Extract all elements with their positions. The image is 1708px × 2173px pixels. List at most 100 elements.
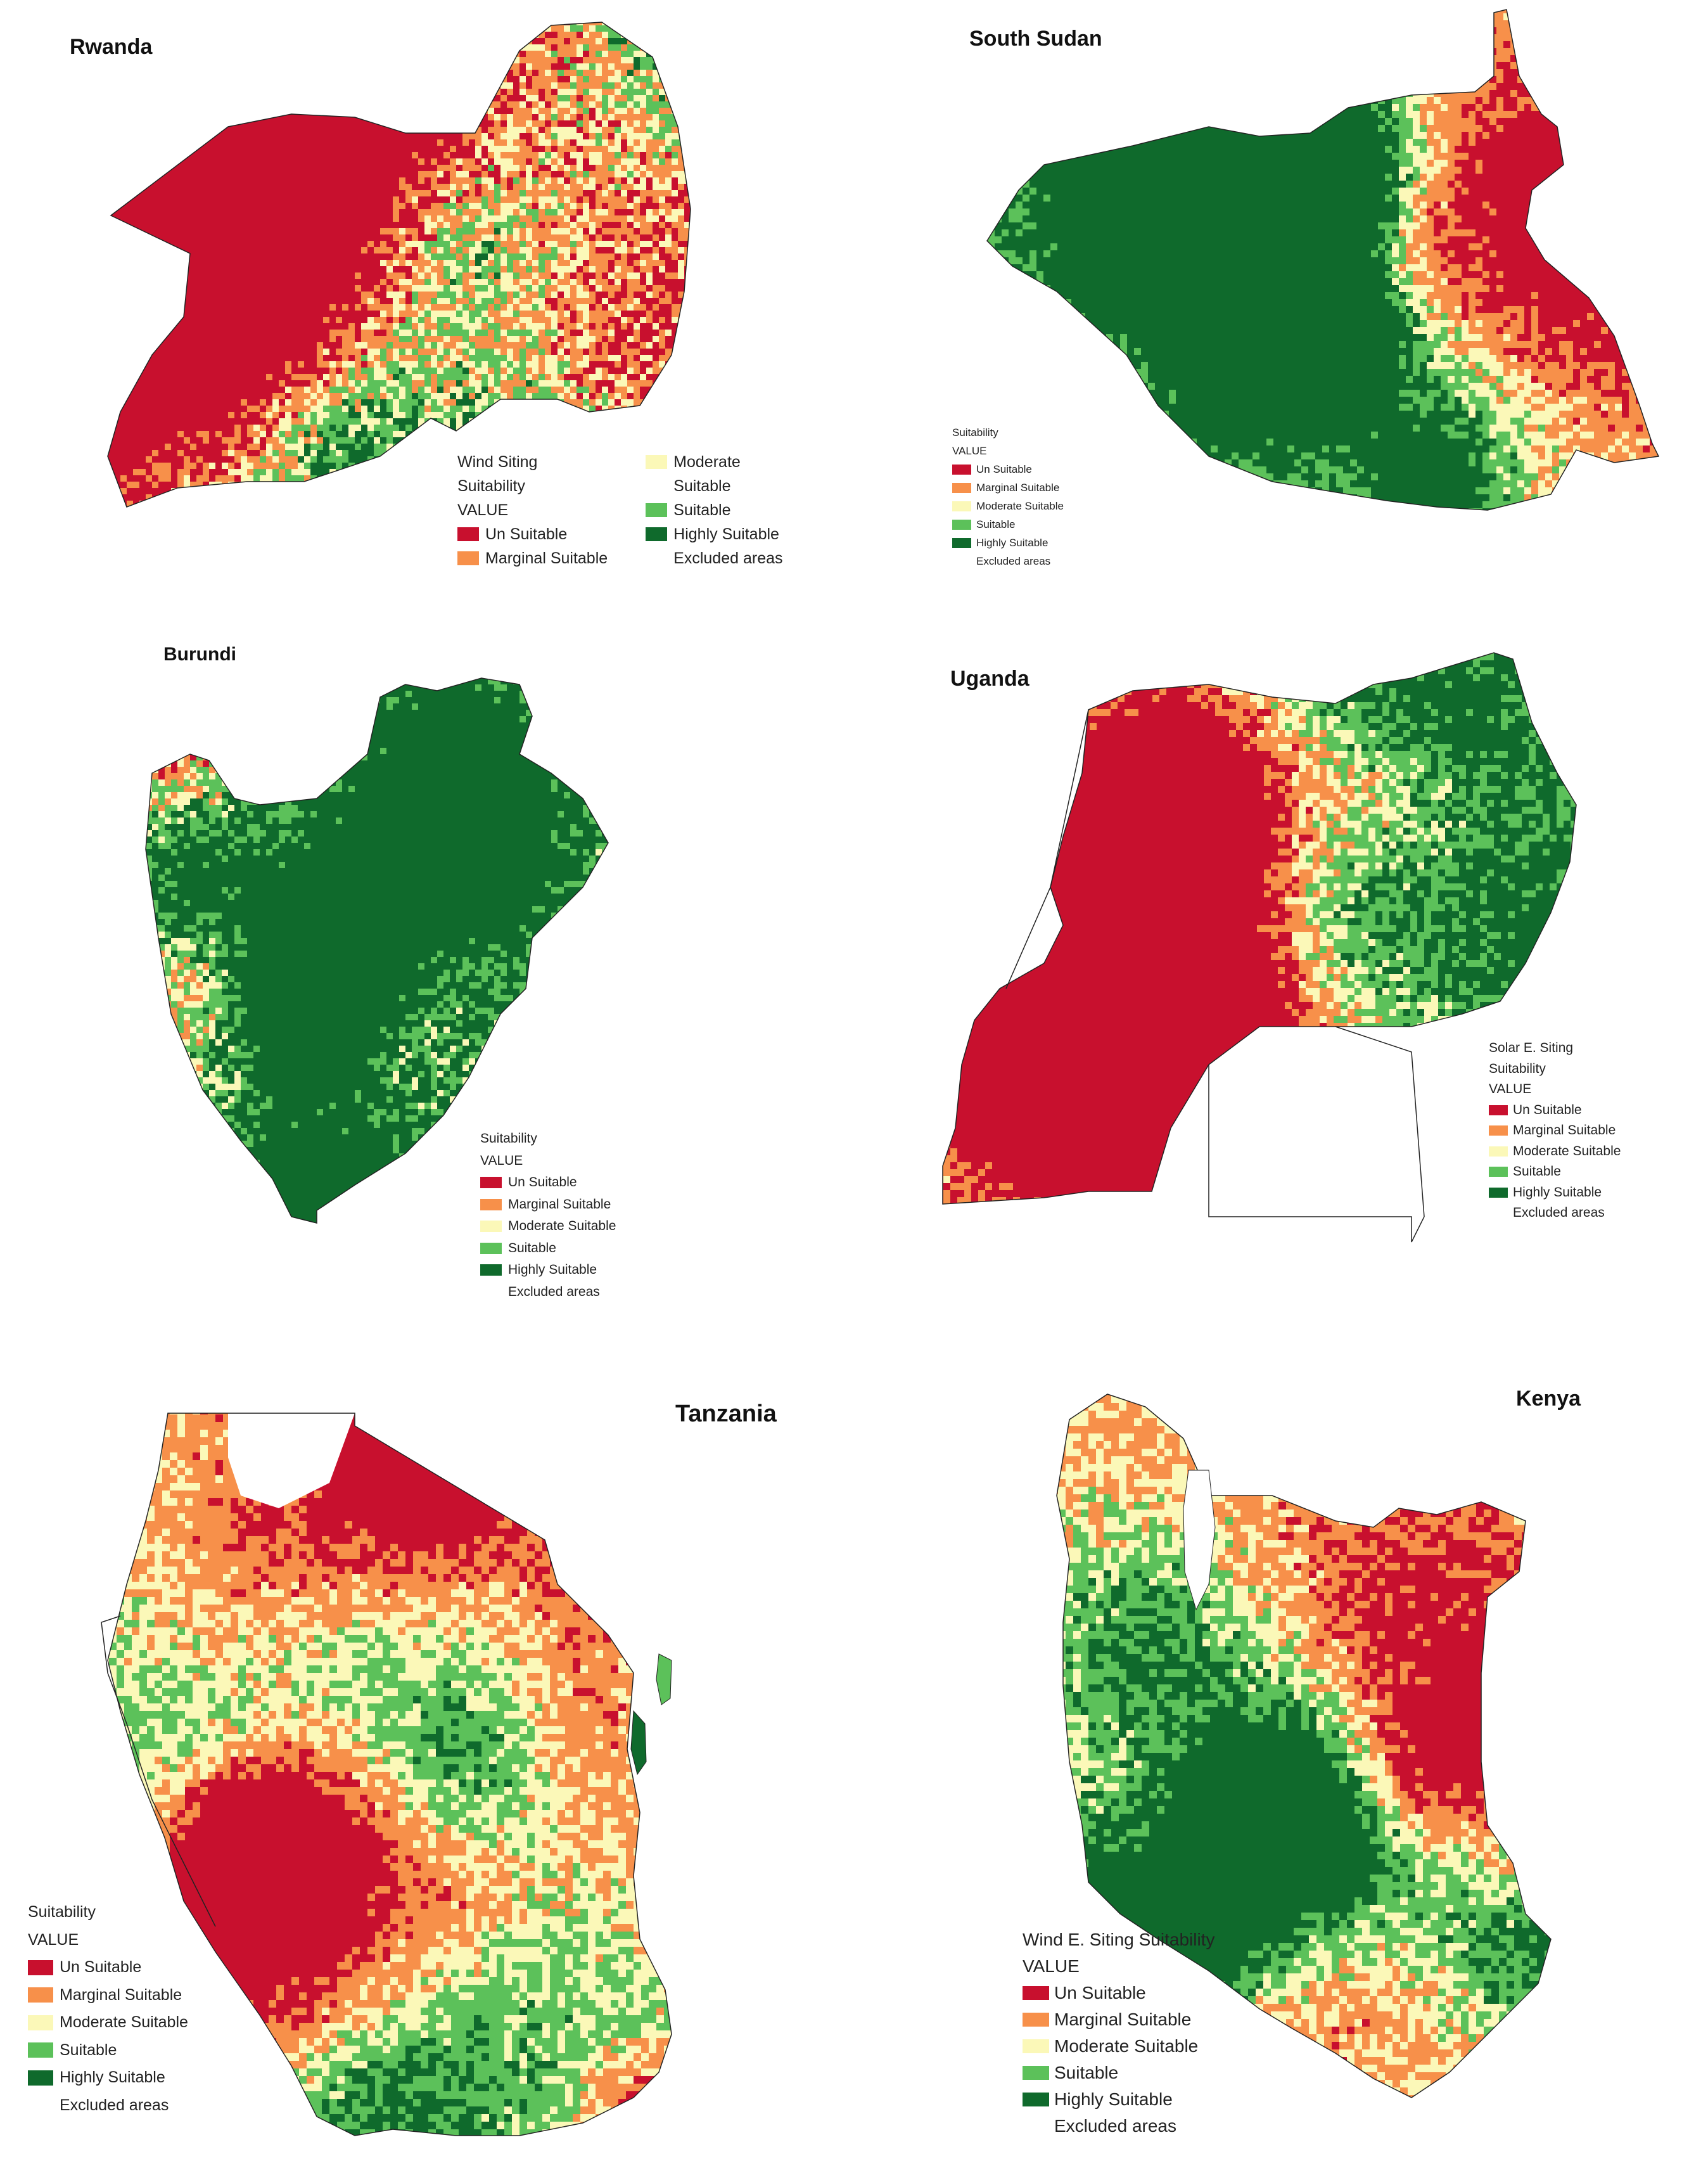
raster-cell xyxy=(222,120,228,127)
raster-cell xyxy=(101,279,108,285)
raster-cell xyxy=(412,196,418,203)
raster-cell xyxy=(393,25,399,32)
raster-cell xyxy=(481,241,488,247)
raster-cell xyxy=(519,203,526,209)
raster-cell xyxy=(279,304,285,311)
raster-cell xyxy=(209,95,215,101)
raster-cell xyxy=(323,336,329,342)
raster-cell xyxy=(165,279,171,285)
raster-cell xyxy=(456,82,462,89)
raster-cell xyxy=(627,127,634,133)
raster-cell xyxy=(634,76,640,82)
raster-cell xyxy=(158,247,165,253)
raster-cell xyxy=(634,152,640,158)
raster-cell xyxy=(165,95,171,101)
raster-cell xyxy=(450,38,456,44)
raster-cell xyxy=(615,82,621,89)
raster-cell xyxy=(418,222,424,228)
raster-cell xyxy=(558,228,564,234)
raster-cell xyxy=(215,253,222,260)
raster-cell xyxy=(678,292,684,298)
raster-cell xyxy=(412,158,418,165)
raster-cell xyxy=(583,120,589,127)
raster-cell xyxy=(424,330,431,336)
raster-cell xyxy=(513,209,519,215)
raster-cell xyxy=(602,203,608,209)
raster-cell xyxy=(203,209,209,215)
raster-cell xyxy=(646,38,653,44)
raster-cell xyxy=(336,228,342,234)
raster-cell xyxy=(507,266,513,272)
raster-cell xyxy=(691,285,697,292)
raster-cell xyxy=(386,70,393,76)
raster-cell xyxy=(367,158,374,165)
raster-cell xyxy=(241,51,247,57)
raster-cell xyxy=(558,127,564,133)
raster-cell xyxy=(551,184,558,190)
raster-cell xyxy=(386,349,393,355)
raster-cell xyxy=(253,158,260,165)
raster-cell xyxy=(621,247,627,253)
raster-cell xyxy=(539,139,545,146)
raster-cell xyxy=(596,82,602,89)
raster-cell xyxy=(691,70,697,76)
raster-cell xyxy=(374,215,380,222)
raster-cell xyxy=(203,44,209,51)
raster-cell xyxy=(234,209,241,215)
raster-cell xyxy=(171,266,177,272)
raster-cell xyxy=(393,228,399,234)
raster-cell xyxy=(304,247,310,253)
raster-cell xyxy=(253,336,260,342)
raster-cell xyxy=(494,323,500,330)
raster-cell xyxy=(222,349,228,355)
raster-cell xyxy=(209,317,215,323)
raster-cell xyxy=(323,25,329,32)
raster-cell xyxy=(209,190,215,196)
raster-cell xyxy=(203,336,209,342)
raster-cell xyxy=(158,133,165,139)
raster-cell xyxy=(589,76,596,82)
raster-cell xyxy=(545,336,551,342)
raster-cell xyxy=(165,234,171,241)
raster-cell xyxy=(279,228,285,234)
raster-cell xyxy=(570,190,577,196)
raster-cell xyxy=(285,70,291,76)
raster-cell xyxy=(304,330,310,336)
raster-cell xyxy=(684,323,691,330)
raster-cell xyxy=(646,260,653,266)
raster-cell xyxy=(596,95,602,101)
raster-cell xyxy=(393,146,399,152)
raster-cell xyxy=(108,336,114,342)
raster-cell xyxy=(247,203,253,209)
raster-cell xyxy=(253,330,260,336)
raster-cell xyxy=(114,171,120,177)
raster-cell xyxy=(272,260,279,266)
raster-cell xyxy=(526,82,532,89)
raster-cell xyxy=(399,222,405,228)
raster-cell xyxy=(120,158,127,165)
raster-cell xyxy=(108,279,114,285)
raster-cell xyxy=(583,190,589,196)
raster-cell xyxy=(532,336,539,342)
raster-cell xyxy=(120,311,127,317)
raster-cell xyxy=(101,323,108,330)
raster-cell xyxy=(602,89,608,95)
raster-cell xyxy=(500,139,507,146)
raster-cell xyxy=(596,215,602,222)
raster-cell xyxy=(412,215,418,222)
raster-cell xyxy=(133,190,139,196)
raster-cell xyxy=(304,260,310,266)
raster-cell xyxy=(526,146,532,152)
raster-cell xyxy=(500,323,507,330)
raster-cell xyxy=(589,171,596,177)
raster-cell xyxy=(697,209,703,215)
raster-cell xyxy=(526,89,532,95)
raster-cell xyxy=(101,342,108,349)
raster-cell xyxy=(253,203,260,209)
raster-cell xyxy=(684,234,691,241)
raster-cell xyxy=(101,304,108,311)
raster-cell xyxy=(304,25,310,32)
raster-cell xyxy=(101,349,108,355)
raster-cell xyxy=(488,247,494,253)
raster-cell xyxy=(367,285,374,292)
